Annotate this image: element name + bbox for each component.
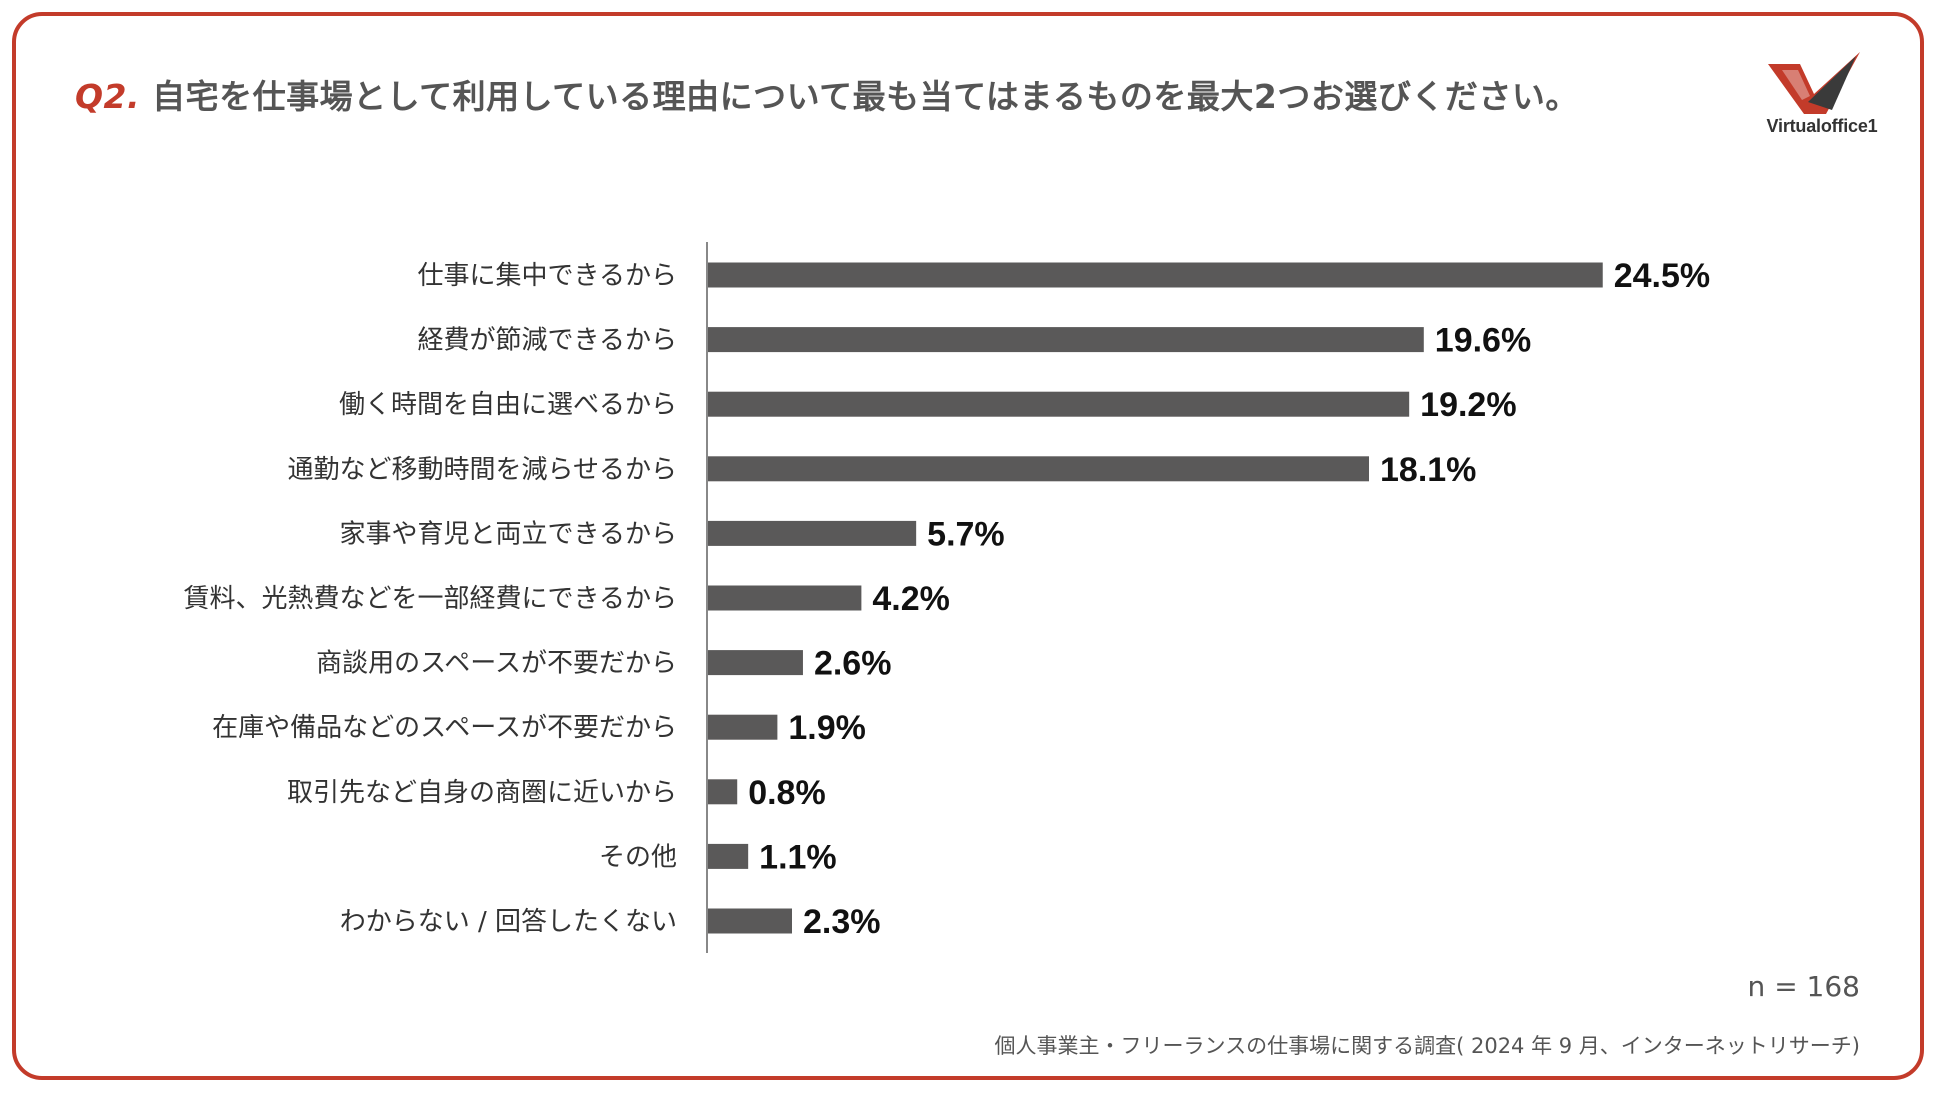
- bar: [708, 585, 862, 611]
- category-label: わからない / 回答したくない: [340, 907, 677, 937]
- value-label: 2.6%: [814, 645, 892, 683]
- value-label: 0.8%: [748, 774, 826, 812]
- page-title: Q2. 自宅を仕事場として利用している理由について最も当てはまるものを最大2つお選…: [75, 70, 1579, 118]
- category-label: 仕事に集中できるから: [418, 261, 677, 291]
- bar: [708, 714, 778, 740]
- slide-card: [12, 12, 1924, 1080]
- bar: [708, 843, 749, 869]
- bar: [708, 908, 792, 934]
- value-label: 2.3%: [803, 903, 881, 941]
- bar: [708, 391, 1410, 417]
- category-label: 取引先など自身の商圏に近いから: [287, 778, 677, 808]
- category-label: 働く時間を自由に選べるから: [339, 390, 677, 420]
- category-label: 家事や育児と両立できるから: [340, 519, 677, 549]
- question-text: 自宅を仕事場として利用している理由について最も当てはまるものを最大2つお選びくだ…: [152, 77, 1579, 116]
- bar: [708, 779, 738, 805]
- bar: [708, 520, 917, 546]
- category-label: 通勤など移動時間を減らせるから: [288, 455, 677, 485]
- category-label: 賃料、光熱費などを一部経費にできるから: [184, 584, 677, 614]
- value-label: 19.2%: [1420, 386, 1516, 424]
- category-label: 在庫や備品などのスペースが不要だから: [212, 713, 677, 743]
- bar: [708, 456, 1370, 482]
- bar-chart: 仕事に集中できるから 24.5% 経費が節減できるから 19.6% 働く時間を自由に選べ…: [184, 242, 1710, 953]
- bar: [708, 650, 803, 676]
- logo-mark-icon: [1768, 52, 1860, 114]
- bar: [708, 327, 1424, 353]
- bar: [708, 262, 1603, 288]
- category-label: 経費が節減できるから: [418, 326, 677, 356]
- question-number: Q2.: [75, 77, 141, 116]
- value-label: 24.5%: [1614, 257, 1710, 295]
- source-note: 個人事業主・フリーランスの仕事場に関する調査( 2024 年 9 月、インターネ…: [994, 1034, 1860, 1058]
- category-label: その他: [599, 842, 677, 872]
- virtualoffice-logo: Virtualoffice1: [1752, 50, 1892, 145]
- logo-text: Virtualoffice1: [1766, 116, 1878, 136]
- category-label: 商談用のスペースが不要だから: [316, 649, 677, 679]
- sample-size: n = 168: [1747, 970, 1860, 1003]
- value-label: 1.9%: [788, 709, 866, 747]
- value-label: 18.1%: [1380, 451, 1476, 489]
- value-label: 4.2%: [872, 580, 950, 618]
- value-label: 1.1%: [759, 838, 837, 876]
- value-label: 19.6%: [1435, 322, 1531, 360]
- value-label: 5.7%: [927, 515, 1005, 553]
